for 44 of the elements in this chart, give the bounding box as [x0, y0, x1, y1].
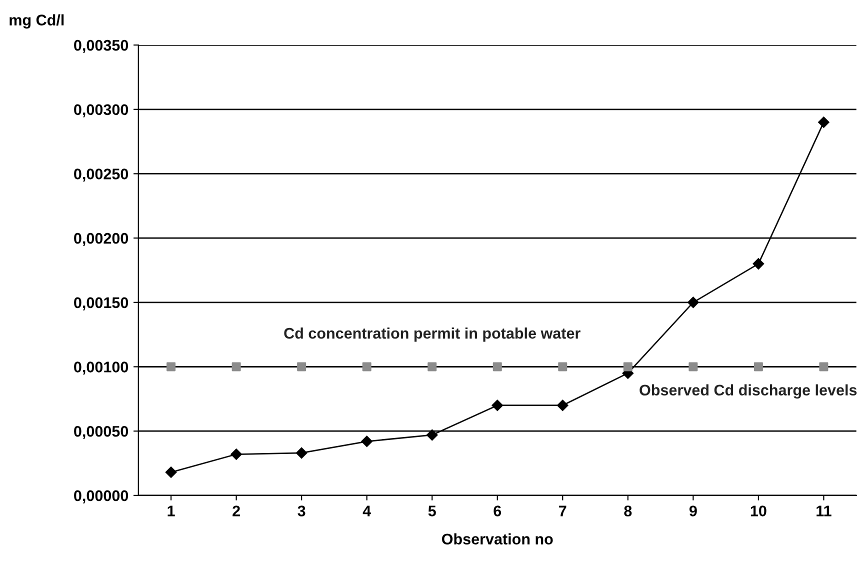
- x-tick-label: 7: [559, 506, 566, 516]
- point: [230, 448, 242, 460]
- point: [557, 400, 568, 411]
- point: [428, 362, 437, 372]
- point: [297, 362, 306, 372]
- point: [362, 362, 372, 372]
- x-tick-label: 5: [428, 506, 436, 516]
- series-label: Cd concentration permit in potable water: [284, 328, 580, 342]
- point: [754, 362, 763, 372]
- point: [166, 362, 176, 372]
- y-axis-title: mg Cd/l: [10, 14, 64, 29]
- point: [361, 436, 372, 447]
- x-tick-label: 4: [362, 506, 372, 516]
- y-tick-label: 0,00000: [74, 490, 128, 504]
- x-tick-label: 9: [689, 506, 697, 516]
- series-label: Observed Cd discharge levels: [640, 384, 857, 399]
- x-tick-label: 1: [168, 506, 175, 516]
- y-tick-label: 0,00350: [74, 40, 128, 53]
- point: [296, 447, 308, 459]
- y-tick-label: 0,00250: [74, 168, 128, 182]
- x-tick-label: 8: [624, 506, 632, 516]
- point: [232, 362, 241, 372]
- x-axis-title: Observation no: [442, 533, 553, 545]
- y-tick-label: 0,00200: [74, 232, 128, 246]
- point: [623, 362, 632, 372]
- y-tick-label: 0,00300: [74, 104, 128, 118]
- point: [558, 362, 568, 372]
- point: [426, 429, 438, 441]
- y-tick-label: 0,00050: [74, 426, 128, 439]
- point: [688, 296, 699, 308]
- point: [818, 116, 830, 128]
- x-tick-label: 11: [816, 506, 832, 516]
- point: [492, 362, 502, 372]
- x-tick-label: 6: [494, 506, 502, 516]
- y-tick-label: 0,00100: [74, 362, 128, 375]
- point: [492, 400, 503, 411]
- point: [688, 362, 698, 372]
- point: [752, 258, 764, 270]
- x-tick-label: 10: [750, 506, 766, 516]
- point: [819, 362, 828, 372]
- x-tick-label: 3: [298, 506, 306, 516]
- point: [165, 466, 177, 478]
- x-tick-label: 2: [232, 506, 240, 516]
- y-tick-label: 0,00150: [74, 297, 128, 310]
